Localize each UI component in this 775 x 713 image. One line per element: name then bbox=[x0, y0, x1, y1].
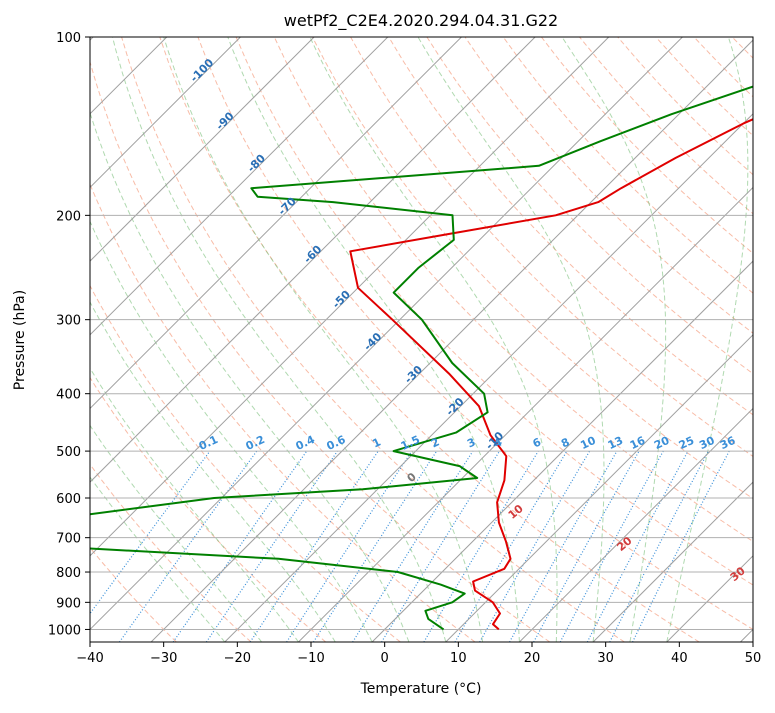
y-tick-label: 300 bbox=[56, 314, 81, 329]
x-tick-label: 0 bbox=[381, 651, 389, 666]
x-axis-label: Temperature (°C) bbox=[360, 681, 482, 697]
x-tick-label: −30 bbox=[150, 651, 177, 666]
y-tick-label: 100 bbox=[56, 31, 81, 46]
x-tick-label: 40 bbox=[671, 651, 688, 666]
x-tick-label: 30 bbox=[597, 651, 614, 666]
y-tick-label: 400 bbox=[56, 388, 81, 403]
y-tick-label: 500 bbox=[56, 445, 81, 460]
y-tick-label: 700 bbox=[56, 532, 81, 547]
y-tick-label: 800 bbox=[56, 566, 81, 581]
x-tick-label: −10 bbox=[297, 651, 324, 666]
x-tick-label: 20 bbox=[524, 651, 541, 666]
x-tick-label: −40 bbox=[76, 651, 103, 666]
x-tick-label: 10 bbox=[450, 651, 467, 666]
x-tick-label: 50 bbox=[745, 651, 762, 666]
chart-title: wetPf2_C2E4.2020.294.04.31.G22 bbox=[284, 11, 558, 31]
y-axis-label: Pressure (hPa) bbox=[12, 290, 28, 390]
x-tick-label: −20 bbox=[224, 651, 251, 666]
y-tick-label: 900 bbox=[56, 596, 81, 611]
y-tick-label: 1000 bbox=[48, 623, 81, 638]
y-tick-label: 600 bbox=[56, 492, 81, 507]
y-tick-label: 200 bbox=[56, 209, 81, 224]
